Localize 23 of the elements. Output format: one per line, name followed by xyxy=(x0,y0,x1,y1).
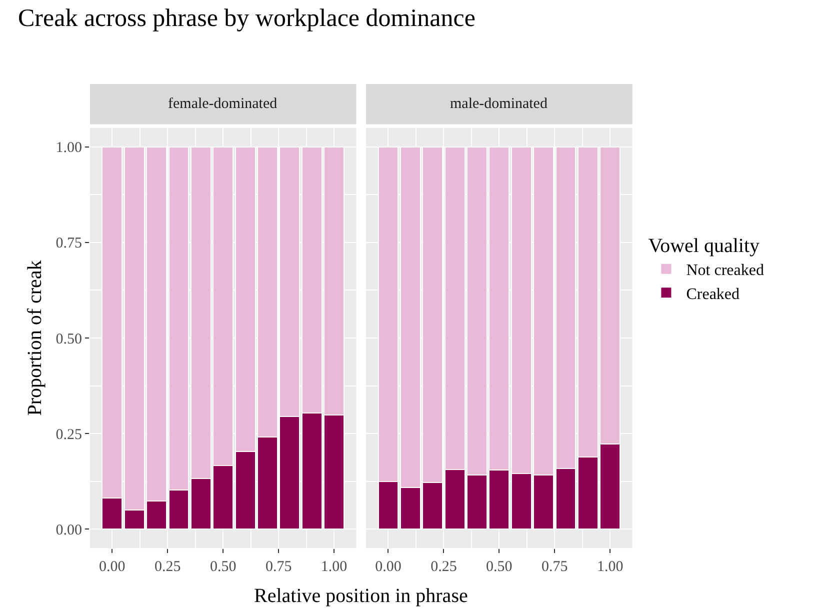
x-axis-title: Relative position in phrase xyxy=(254,585,468,607)
y-tick-label: 0.50 xyxy=(56,331,82,348)
chart-subtitle: female-dominated xyxy=(168,96,278,112)
chart-title: Creak across phrase by workplace dominance xyxy=(18,5,476,32)
y-tick-label: 0.75 xyxy=(56,236,82,252)
x-tick-label: 0.25 xyxy=(154,559,181,576)
x-tick-label: 0.00 xyxy=(99,559,126,576)
y-tick-label: 1.00 xyxy=(56,140,82,156)
x-tick-label: 0.25 xyxy=(430,559,457,576)
y-tick-label: 0.25 xyxy=(56,426,82,443)
legend-label: Creaked xyxy=(686,286,740,303)
y-tick-label: 0.00 xyxy=(56,522,82,538)
x-tick-label: 1.00 xyxy=(320,559,348,576)
x-tick-label: 0.50 xyxy=(210,559,236,576)
x-tick-label: 0.75 xyxy=(542,559,568,576)
x-tick-label: 0.75 xyxy=(265,559,292,576)
x-tick-label: 0.00 xyxy=(375,559,402,576)
legend-title: Vowel quality xyxy=(648,234,760,257)
x-tick-label: 0.50 xyxy=(486,559,512,576)
y-axis-title: Proportion of creak xyxy=(24,260,46,416)
legend-label: Not creaked xyxy=(686,262,764,280)
x-tick-label: 1.00 xyxy=(597,559,624,576)
chart-subtitle: male-dominated xyxy=(450,96,548,112)
